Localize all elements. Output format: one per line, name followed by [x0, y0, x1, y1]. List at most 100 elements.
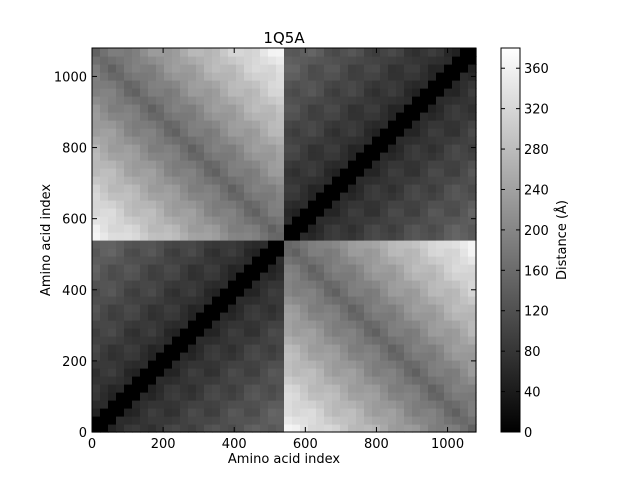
heatmap-cell [276, 56, 285, 65]
heatmap-cell [164, 184, 173, 193]
heatmap-cell [308, 48, 317, 57]
heatmap-cell [212, 392, 221, 401]
heatmap-cell [412, 64, 421, 73]
heatmap-cell [268, 408, 277, 417]
heatmap-cell [220, 200, 229, 209]
heatmap-cell [140, 328, 149, 337]
heatmap-cell [140, 168, 149, 177]
heatmap-cell [284, 424, 293, 433]
heatmap-cell [356, 328, 365, 337]
heatmap-cell [364, 272, 373, 281]
heatmap-cell [204, 160, 213, 169]
heatmap-cell [116, 280, 125, 289]
heatmap-cell [172, 144, 181, 153]
heatmap-cell [148, 80, 157, 89]
heatmap-cell [244, 192, 253, 201]
heatmap-cell [140, 144, 149, 153]
heatmap-cell [364, 184, 373, 193]
heatmap-cell [100, 176, 109, 185]
heatmap-cell [188, 248, 197, 257]
heatmap-cell [396, 136, 405, 145]
heatmap-cell [100, 312, 109, 321]
heatmap-cell [348, 344, 357, 353]
heatmap-cell [380, 296, 389, 305]
heatmap-cell [300, 408, 309, 417]
heatmap-cell [452, 232, 461, 241]
heatmap-cell [260, 384, 269, 393]
heatmap-cell [212, 304, 221, 313]
heatmap-cell [468, 48, 477, 57]
heatmap-cell [244, 424, 253, 433]
heatmap-cell [92, 64, 101, 73]
heatmap-cell [260, 376, 269, 385]
heatmap-cell [252, 416, 261, 425]
heatmap-cell [356, 296, 365, 305]
heatmap-cell [188, 376, 197, 385]
heatmap-cell [132, 96, 141, 105]
heatmap-cell [268, 328, 277, 337]
heatmap-cell [404, 112, 413, 121]
heatmap-cell [404, 48, 413, 57]
heatmap-cell [236, 200, 245, 209]
heatmap-cell [172, 232, 181, 241]
heatmap-cell [380, 288, 389, 297]
heatmap-cell [276, 216, 285, 225]
heatmap-cell [228, 288, 237, 297]
heatmap-cell [372, 408, 381, 417]
heatmap-cell [444, 176, 453, 185]
heatmap-cell [252, 144, 261, 153]
heatmap-cell [188, 408, 197, 417]
heatmap-cell [436, 328, 445, 337]
heatmap-cell [252, 384, 261, 393]
heatmap-cell [308, 160, 317, 169]
heatmap-cell [100, 112, 109, 121]
heatmap-cell [276, 400, 285, 409]
heatmap-cell [244, 320, 253, 329]
heatmap-cell [308, 184, 317, 193]
heatmap-cell [420, 256, 429, 265]
heatmap-cell [244, 360, 253, 369]
heatmap-cell [108, 312, 117, 321]
heatmap-cell [428, 376, 437, 385]
heatmap-cell [116, 112, 125, 121]
heatmap-cell [276, 296, 285, 305]
heatmap-cell [140, 408, 149, 417]
heatmap-cell [372, 264, 381, 273]
heatmap-cell [156, 328, 165, 337]
heatmap-cell [324, 144, 333, 153]
heatmap-cell [324, 176, 333, 185]
heatmap-cell [100, 192, 109, 201]
heatmap-cell [348, 80, 357, 89]
heatmap-cell [132, 424, 141, 433]
heatmap-cell [228, 408, 237, 417]
heatmap-cell [396, 312, 405, 321]
heatmap-cell [140, 88, 149, 97]
heatmap-cell [116, 176, 125, 185]
heatmap-cell [244, 136, 253, 145]
heatmap-cell [340, 392, 349, 401]
heatmap-cell [468, 416, 477, 425]
heatmap-cell [228, 88, 237, 97]
heatmap-cell [380, 240, 389, 249]
heatmap-cell [324, 200, 333, 209]
heatmap-cell [284, 56, 293, 65]
heatmap-cell [124, 80, 133, 89]
heatmap-cell [332, 216, 341, 225]
heatmap-cell [348, 280, 357, 289]
heatmap-cell [196, 184, 205, 193]
heatmap-cell [244, 296, 253, 305]
heatmap-cell [212, 120, 221, 129]
heatmap-cell [140, 304, 149, 313]
heatmap-cell [428, 104, 437, 113]
heatmap-cell [236, 152, 245, 161]
heatmap-cell [332, 328, 341, 337]
heatmap-cell [324, 96, 333, 105]
heatmap-cell [196, 192, 205, 201]
heatmap-cell [340, 368, 349, 377]
heatmap-cell [340, 120, 349, 129]
heatmap-cell [300, 208, 309, 217]
heatmap-cell [140, 288, 149, 297]
heatmap-cell [348, 200, 357, 209]
heatmap-cell [268, 56, 277, 65]
heatmap-cell [284, 320, 293, 329]
